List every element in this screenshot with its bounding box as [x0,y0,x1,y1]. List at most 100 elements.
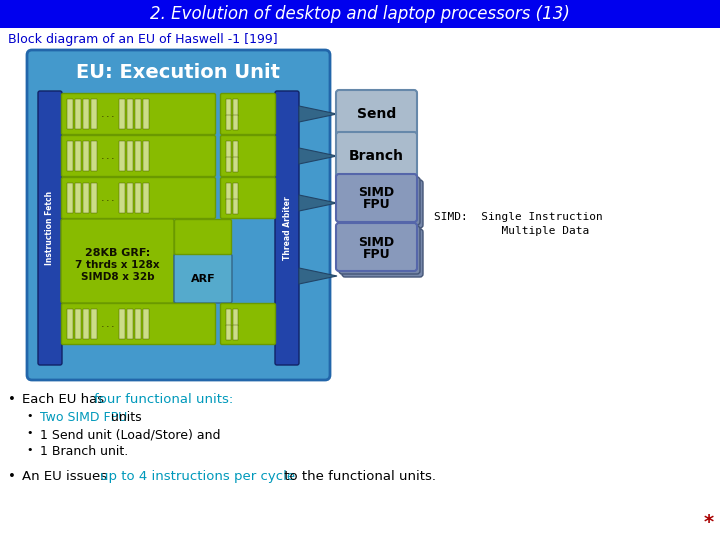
Text: .: . [111,319,114,329]
Text: Instruction Fetch: Instruction Fetch [45,191,55,265]
Bar [91,141,97,171]
Bar [226,141,231,158]
Text: 1 Send unit (Load/Store) and: 1 Send unit (Load/Store) and [40,428,220,441]
Text: 7 thrds x 128x: 7 thrds x 128x [75,260,160,270]
Bar [135,141,141,171]
FancyBboxPatch shape [61,219,174,303]
Bar [67,309,73,339]
Bar [119,309,125,339]
Text: .: . [102,109,105,119]
FancyBboxPatch shape [220,136,276,177]
Text: 28KB GRF:: 28KB GRF: [85,248,150,258]
FancyBboxPatch shape [220,303,276,345]
Bar [127,183,133,213]
Text: .: . [111,109,114,119]
Text: SIMD: SIMD [359,186,395,199]
FancyBboxPatch shape [220,178,276,219]
Bar [226,309,231,326]
Text: EU: Execution Unit: EU: Execution Unit [76,64,281,83]
Bar [233,309,238,326]
Bar [226,325,231,340]
Bar [83,309,89,339]
Text: Multiple Data: Multiple Data [434,226,589,235]
Polygon shape [299,148,337,164]
Bar [75,309,81,339]
Text: SIMD: SIMD [359,235,395,248]
Bar [91,309,97,339]
Text: .: . [106,151,110,161]
Bar [226,157,231,172]
Bar [75,183,81,213]
Bar [119,183,125,213]
FancyBboxPatch shape [61,178,215,219]
Text: *: * [704,513,714,532]
Text: •: • [26,445,32,455]
Bar [226,115,231,130]
FancyBboxPatch shape [342,229,423,277]
Text: 1 Branch unit.: 1 Branch unit. [40,445,128,458]
Text: An EU issues: An EU issues [22,470,112,483]
Bar [233,99,238,116]
Text: Branch: Branch [349,149,404,163]
FancyBboxPatch shape [336,132,417,180]
Bar [143,141,149,171]
FancyBboxPatch shape [336,223,417,271]
Bar [67,99,73,129]
Bar [226,183,231,200]
Text: .: . [111,193,114,203]
Text: Thread Arbiter: Thread Arbiter [282,196,292,260]
Text: to the functional units.: to the functional units. [280,470,436,483]
FancyBboxPatch shape [61,93,215,134]
FancyBboxPatch shape [220,93,276,134]
Polygon shape [299,106,337,122]
Bar [233,115,238,130]
Text: Send: Send [357,107,396,121]
FancyBboxPatch shape [336,90,417,138]
Text: up to 4 instructions per cycle: up to 4 instructions per cycle [100,470,295,483]
FancyBboxPatch shape [339,226,420,274]
FancyBboxPatch shape [38,91,62,365]
Text: •: • [8,393,16,406]
FancyBboxPatch shape [275,91,299,365]
Bar [233,183,238,200]
Text: .: . [106,319,110,329]
Text: •: • [26,428,32,438]
FancyBboxPatch shape [342,180,423,228]
Text: .: . [102,193,105,203]
Bar [143,309,149,339]
Bar [67,183,73,213]
Bar [233,157,238,172]
Bar [75,141,81,171]
Text: .: . [106,193,110,203]
FancyBboxPatch shape [174,219,232,254]
Text: FPU: FPU [363,199,390,212]
Polygon shape [299,268,337,284]
Bar [119,99,125,129]
Text: 2. Evolution of desktop and laptop processors (13): 2. Evolution of desktop and laptop proce… [150,5,570,23]
Text: SIMD8 x 32b: SIMD8 x 32b [81,272,154,282]
FancyBboxPatch shape [27,50,330,380]
Bar [83,141,89,171]
Bar [233,199,238,214]
Bar [127,99,133,129]
FancyBboxPatch shape [61,303,215,345]
Bar [143,183,149,213]
Bar [135,99,141,129]
Text: Each EU has: Each EU has [22,393,109,406]
Bar [143,99,149,129]
Polygon shape [299,195,337,211]
Bar [91,99,97,129]
Text: Two SIMD FPU: Two SIMD FPU [40,411,127,424]
Text: .: . [102,151,105,161]
Bar [83,183,89,213]
Bar [91,183,97,213]
Bar [67,141,73,171]
FancyBboxPatch shape [336,174,417,222]
Text: .: . [111,151,114,161]
Text: •: • [8,470,16,483]
FancyBboxPatch shape [174,254,232,303]
Bar [119,141,125,171]
Bar [135,309,141,339]
Text: Block diagram of an EU of Haswell -1 [199]: Block diagram of an EU of Haswell -1 [19… [8,33,278,46]
Text: .: . [102,319,105,329]
